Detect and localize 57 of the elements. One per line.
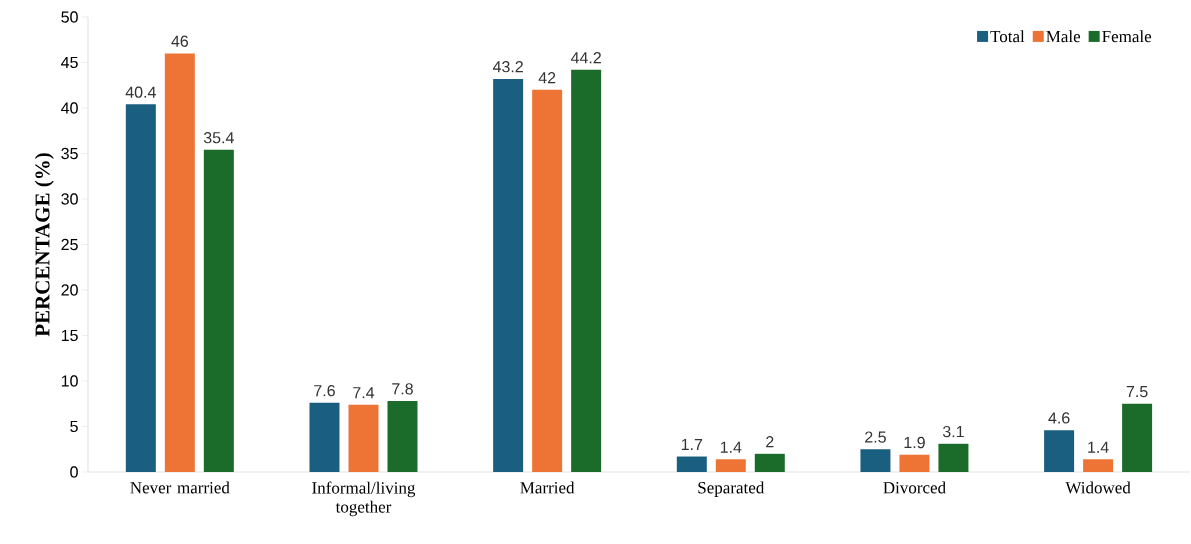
bar: [899, 454, 930, 472]
data-label: 7.4: [353, 387, 375, 399]
bar: [938, 443, 969, 472]
y-tick-label: 20: [61, 284, 78, 296]
data-label: 44.2: [570, 52, 601, 64]
y-tick-label: 25: [61, 238, 78, 251]
data-label: 40.4: [125, 86, 156, 98]
bar: [125, 104, 156, 472]
bar: [715, 459, 746, 472]
data-label: 42: [538, 72, 556, 84]
bar: [1122, 403, 1153, 472]
bar: [1044, 430, 1075, 472]
data-label: 3.1: [942, 425, 964, 438]
data-label: 7.5: [1126, 386, 1148, 398]
data-label: 1.7: [681, 439, 703, 451]
y-tick-label: 45: [61, 56, 78, 69]
bar: [676, 456, 707, 472]
x-tick-label: Never married: [130, 481, 230, 494]
bar: [1083, 459, 1114, 472]
x-tick-label: Divorced: [883, 481, 946, 494]
y-tick-label: 15: [61, 329, 78, 342]
x-tick-label: Separated: [698, 481, 765, 497]
y-tick-label: 40: [61, 102, 78, 114]
data-label: 7.6: [314, 384, 335, 397]
y-tick-label: 35: [61, 147, 78, 160]
bar: [571, 69, 602, 472]
bar: [387, 401, 418, 472]
data-label: 2: [766, 436, 774, 448]
bar: [203, 149, 234, 472]
bar: [348, 404, 379, 472]
y-axis-title: PERCENTAGE (%): [34, 153, 54, 337]
data-label: 4.6: [1048, 412, 1070, 424]
bar: [754, 453, 785, 472]
y-tick-label: 0: [70, 466, 78, 478]
x-tick-label: Informal/living together: [312, 481, 416, 517]
data-label: 2.5: [865, 431, 886, 443]
bar: [309, 402, 340, 472]
data-label: 46: [171, 35, 189, 47]
y-tick-label: 30: [61, 193, 78, 205]
legend-label: Total: [990, 30, 1025, 43]
data-label: 7.8: [392, 383, 413, 395]
bar: [164, 53, 195, 472]
bar: [532, 89, 563, 472]
bar: [860, 449, 891, 472]
data-label: 1.9: [904, 436, 925, 449]
legend-label: Female: [1102, 30, 1152, 43]
data-label: 1.4: [1088, 441, 1109, 453]
y-tick-label: 50: [61, 11, 78, 23]
data-label: 43.2: [492, 61, 523, 73]
y-tick-label: 10: [61, 375, 78, 387]
legend-label: Male: [1046, 30, 1081, 43]
x-tick-label: Married: [520, 481, 575, 494]
x-tick-label: Widowed: [1065, 481, 1131, 494]
y-tick-label: 5: [70, 420, 78, 433]
data-label: 1.4: [720, 441, 742, 453]
data-label: 35.4: [203, 132, 234, 144]
bar: [493, 78, 524, 472]
